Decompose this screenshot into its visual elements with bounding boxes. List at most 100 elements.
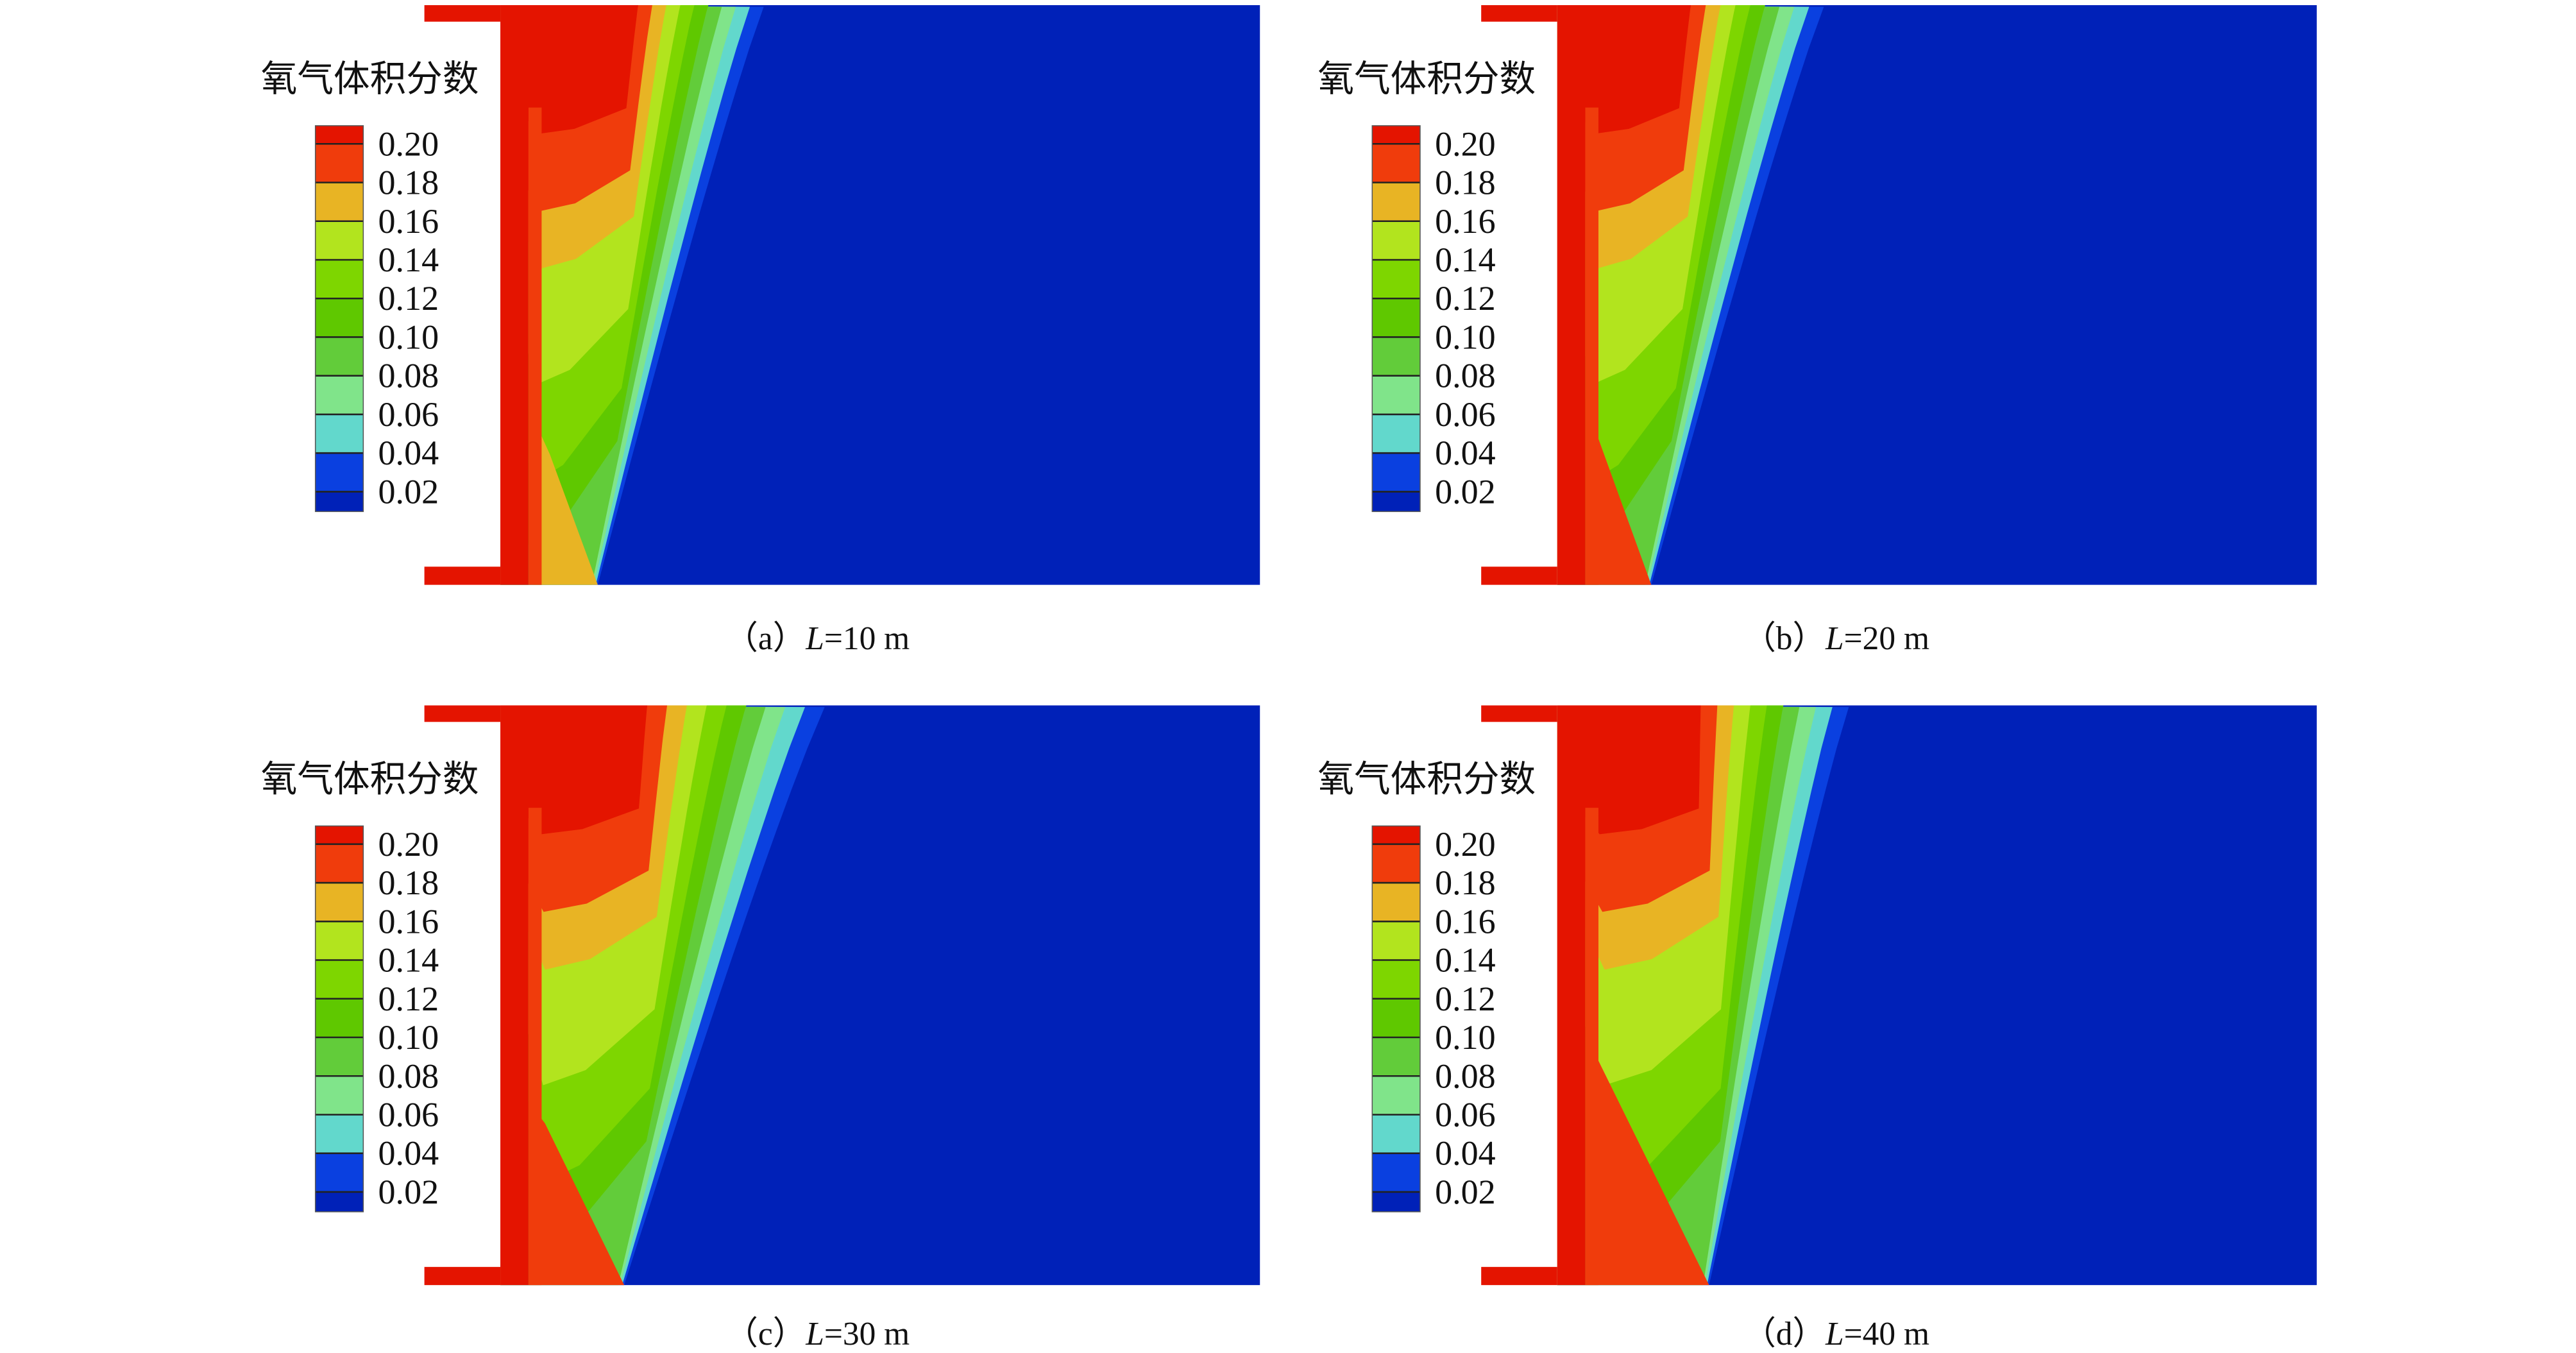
colorbar-tick-label: 0.14 [1435, 241, 1496, 279]
colorbar-tick-label: 0.12 [378, 980, 439, 1018]
colorbar-swatch [1372, 998, 1420, 1037]
colorbar-swatch [315, 259, 364, 299]
caption-variable: L [805, 620, 824, 657]
colorbar-swatch [1372, 144, 1420, 183]
inlet-bottom-strip [1481, 1266, 1557, 1286]
colorbar-title: 氧气体积分数 [1318, 58, 1536, 100]
colorbar-swatch [315, 453, 364, 492]
inlet-top-strip [1481, 5, 1557, 22]
caption-value: =40 m [1844, 1316, 1929, 1352]
colorbar-tick-label: 0.02 [378, 472, 439, 511]
panel-caption: （c）L=30 m [725, 1316, 910, 1352]
caption-value: =20 m [1844, 620, 1929, 657]
lower-lobe-region [533, 418, 598, 585]
colorbar-swatch [1372, 221, 1420, 260]
caption-label: （c） [725, 1316, 806, 1352]
caption-variable: L [1825, 1316, 1844, 1352]
colorbar-tick-label: 0.16 [1435, 202, 1496, 241]
colorbar-frame [314, 825, 364, 1213]
colorbar-tick-label: 0.02 [1435, 1173, 1496, 1211]
colorbar-swatch [1372, 1114, 1420, 1153]
colorbar-tick-label: 0.08 [1435, 357, 1496, 395]
panel-caption: （b）L=20 m [1743, 620, 1929, 657]
inlet-bottom-strip [1481, 566, 1557, 585]
lower-lobe-region [528, 1102, 625, 1286]
colorbar-swatch [315, 1153, 364, 1192]
colorbar-swatch [1372, 960, 1420, 999]
colorbar-tick-label: 0.20 [1435, 124, 1496, 163]
colorbar-swatch [315, 125, 364, 144]
colorbar-tick-label: 0.12 [1435, 980, 1496, 1018]
colorbar-tick-label: 0.16 [378, 902, 439, 940]
colorbar-tick-label: 0.06 [1435, 1095, 1496, 1134]
colorbar-tick-label: 0.04 [1435, 1134, 1496, 1173]
colorbar-tick-label: 0.10 [378, 1018, 439, 1057]
inlet-top-strip [424, 705, 501, 722]
colorbar-legend: 氧气体积分数0.200.180.160.140.120.100.080.060.… [261, 758, 479, 1213]
colorbar-tick-label: 0.04 [378, 434, 439, 472]
colorbar-tick-label: 0.08 [378, 357, 439, 395]
colorbar-swatch [1372, 414, 1420, 454]
colorbar-swatch [315, 1191, 364, 1212]
panel-caption: （a）L=10 m [725, 620, 910, 657]
colorbar-tick-label: 0.06 [378, 395, 439, 434]
caption-label: （b） [1743, 620, 1826, 657]
wall-adjacent-band [528, 107, 542, 585]
colorbar-swatch [1372, 491, 1420, 512]
colorbar-swatch [315, 1037, 364, 1076]
colorbar-swatch [1372, 921, 1420, 960]
contour-panel-d [1481, 705, 2317, 1286]
wall-band [1557, 5, 1586, 585]
colorbar-tick-label: 0.18 [378, 164, 439, 202]
colorbar-swatch [1372, 298, 1420, 337]
colorbar-swatch [1372, 1037, 1420, 1076]
colorbar-tick-label: 0.10 [1435, 1018, 1496, 1057]
colorbar-swatch [315, 414, 364, 454]
colorbar-tick-label: 0.14 [378, 241, 439, 279]
colorbar-swatch [1372, 453, 1420, 492]
colorbar-legend: 氧气体积分数0.200.180.160.140.120.100.080.060.… [1318, 758, 1536, 1213]
colorbar-swatch [315, 337, 364, 376]
colorbar-swatch [1372, 125, 1420, 144]
inlet-bottom-strip [424, 566, 501, 585]
colorbar-tick-label: 0.20 [378, 825, 439, 864]
colorbar-tick-label: 0.16 [1435, 902, 1496, 940]
colorbar-frame [1371, 125, 1421, 513]
colorbar-tick-label: 0.08 [378, 1057, 439, 1095]
lower-lobe-region [1585, 398, 1652, 585]
colorbar-swatch [1372, 337, 1420, 376]
colorbar-tick-label: 0.10 [1435, 318, 1496, 356]
colorbar-title: 氧气体积分数 [261, 58, 479, 100]
colorbar-legend: 氧气体积分数0.200.180.160.140.120.100.080.060.… [261, 58, 479, 513]
colorbar-tick-label: 0.18 [378, 864, 439, 902]
colorbar-legend: 氧气体积分数0.200.180.160.140.120.100.080.060.… [1318, 58, 1536, 513]
colorbar-swatch [315, 375, 364, 414]
lower-lobe-region [1585, 1027, 1709, 1286]
colorbar-title: 氧气体积分数 [1318, 758, 1536, 800]
caption-value: =10 m [824, 620, 910, 657]
colorbar-tick-label: 0.16 [378, 202, 439, 241]
colorbar-tick-label: 0.12 [1435, 279, 1496, 318]
caption-variable: L [805, 1316, 824, 1352]
colorbar-swatch [315, 921, 364, 960]
caption-variable: L [1825, 620, 1844, 657]
inlet-top-strip [424, 5, 501, 22]
colorbar-tick-label: 0.18 [1435, 864, 1496, 902]
colorbar-swatch [315, 182, 364, 221]
contour-band-0.20 [1557, 705, 1701, 835]
inlet-notch [1481, 705, 1557, 1286]
colorbar-tick-label: 0.08 [1435, 1057, 1496, 1095]
colorbar-swatch [1372, 883, 1420, 922]
colorbar-tick-label: 0.20 [378, 124, 439, 163]
caption-value: =30 m [824, 1316, 910, 1352]
inlet-notch [424, 705, 501, 1286]
inlet-notch [424, 5, 501, 585]
contour-band-0.20 [500, 5, 638, 134]
colorbar-swatch [315, 960, 364, 999]
colorbar-tick-label: 0.06 [378, 1095, 439, 1134]
colorbar-frame [314, 125, 364, 513]
colorbar-tick-label: 0.02 [1435, 472, 1496, 511]
colorbar-swatch [315, 883, 364, 922]
colorbar-swatch [315, 221, 364, 260]
contour-band-0.20 [500, 705, 648, 835]
